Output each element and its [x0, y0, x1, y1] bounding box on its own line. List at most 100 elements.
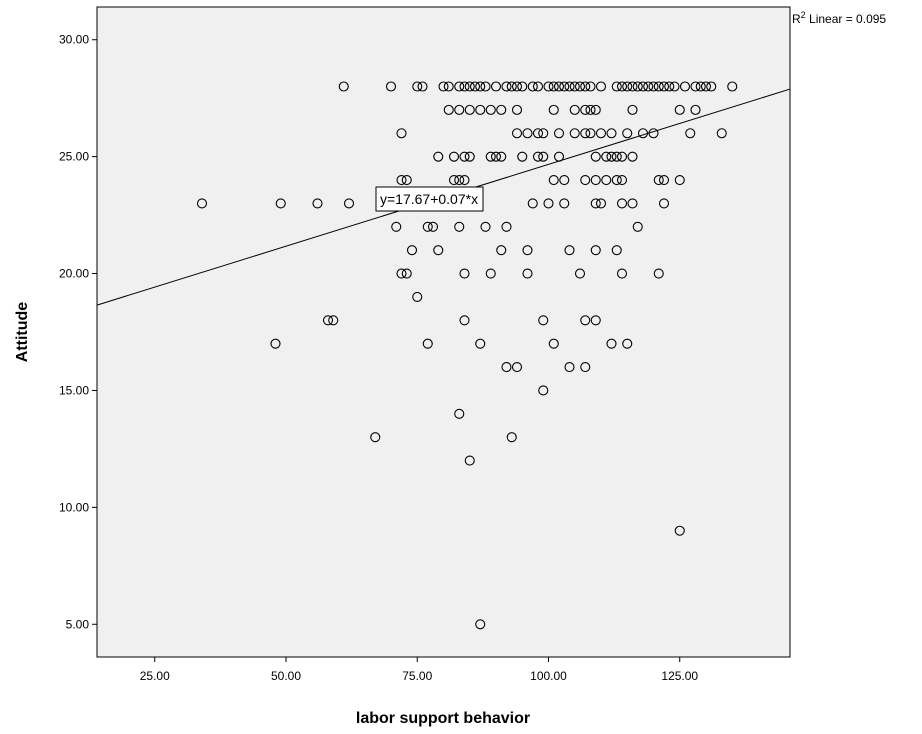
- data-point: [611, 245, 622, 256]
- data-point: [485, 151, 496, 162]
- data-point: [506, 432, 517, 443]
- data-point: [595, 198, 607, 209]
- data-point: [569, 81, 580, 92]
- data-point: [454, 221, 465, 232]
- data-point: [658, 174, 670, 186]
- y-tick-label: 15.00: [59, 383, 89, 397]
- data-point: [527, 81, 538, 92]
- data-point: [459, 268, 470, 279]
- data-point: [396, 174, 407, 186]
- data-point: [517, 81, 528, 92]
- data-point: [454, 408, 465, 419]
- data-point: [370, 432, 381, 443]
- data-point: [564, 362, 575, 373]
- data-point: [338, 81, 349, 92]
- data-point: [548, 174, 559, 186]
- x-axis-title: labor support behavior: [356, 710, 530, 727]
- data-point: [622, 128, 633, 139]
- data-point: [406, 245, 418, 256]
- data-point: [664, 81, 675, 92]
- data-point: [433, 245, 444, 256]
- data-point: [401, 268, 412, 279]
- data-point: [669, 81, 680, 92]
- data-point: [559, 198, 570, 209]
- data-point: [553, 128, 565, 139]
- data-point: [674, 174, 685, 186]
- data-point: [469, 81, 481, 92]
- data-point: [475, 104, 486, 115]
- data-point: [543, 81, 554, 92]
- data-point: [522, 128, 533, 139]
- data-point: [595, 81, 607, 92]
- data-point: [522, 245, 533, 256]
- data-point: [590, 151, 601, 162]
- data-point: [590, 174, 601, 186]
- data-point: [716, 128, 727, 139]
- y-tick-label: 5.00: [66, 617, 90, 631]
- data-point: [401, 174, 412, 186]
- data-point: [585, 104, 596, 115]
- data-point: [580, 128, 591, 139]
- data-point: [564, 81, 575, 92]
- data-point: [511, 104, 523, 115]
- data-point: [548, 338, 559, 349]
- data-point: [506, 81, 517, 92]
- data-point: [690, 81, 701, 92]
- data-point: [690, 104, 701, 115]
- data-point: [700, 81, 712, 92]
- r2-value: Linear = 0.095: [806, 12, 887, 26]
- x-axis: 25.00 50.00 75.00 100.00 125.00: [140, 657, 698, 683]
- data-point: [601, 151, 612, 162]
- data-point: [475, 81, 486, 92]
- data-point: [475, 338, 486, 349]
- data-point: [328, 315, 339, 326]
- y-axis: 5.00 10.00 15.00 20.00 25.00 30.00: [59, 33, 97, 631]
- data-point: [679, 81, 691, 92]
- data-point: [580, 174, 591, 186]
- r2-label: R2 Linear = 0.095: [792, 10, 886, 26]
- data-point: [459, 315, 470, 326]
- data-point: [459, 174, 470, 186]
- data-point: [480, 81, 491, 92]
- data-point: [448, 174, 460, 186]
- data-point: [538, 151, 549, 162]
- x-tick-label: 50.00: [271, 669, 301, 683]
- data-point: [385, 81, 397, 92]
- r2-superscript: 2: [801, 10, 806, 20]
- equation-box-frame: [375, 186, 484, 212]
- points-layer: [196, 81, 738, 630]
- plot-area: [96, 6, 791, 658]
- data-point: [685, 128, 696, 139]
- y-tick-label: 30.00: [59, 33, 89, 47]
- data-point: [501, 221, 512, 232]
- r2-prefix: R: [792, 12, 801, 26]
- data-point: [532, 128, 544, 139]
- data-point: [611, 174, 622, 186]
- data-point: [590, 198, 601, 209]
- data-point: [464, 104, 475, 115]
- x-tick-label: 25.00: [140, 669, 170, 683]
- data-point: [522, 268, 533, 279]
- data-point: [312, 198, 323, 209]
- data-point: [422, 338, 433, 349]
- data-point: [706, 81, 717, 92]
- data-point: [601, 174, 612, 186]
- data-point: [648, 81, 659, 92]
- y-tick-label: 10.00: [59, 500, 89, 514]
- data-point: [637, 81, 649, 92]
- data-point: [543, 198, 554, 209]
- data-point: [343, 198, 355, 209]
- data-point: [501, 81, 512, 92]
- data-point: [412, 291, 423, 302]
- data-point: [580, 81, 591, 92]
- data-point: [616, 198, 628, 209]
- data-point: [616, 268, 628, 279]
- data-point: [585, 81, 596, 92]
- data-point: [527, 198, 538, 209]
- data-point: [511, 128, 523, 139]
- data-point: [396, 128, 407, 139]
- data-point: [632, 81, 643, 92]
- data-point: [485, 104, 496, 115]
- data-point: [438, 81, 449, 92]
